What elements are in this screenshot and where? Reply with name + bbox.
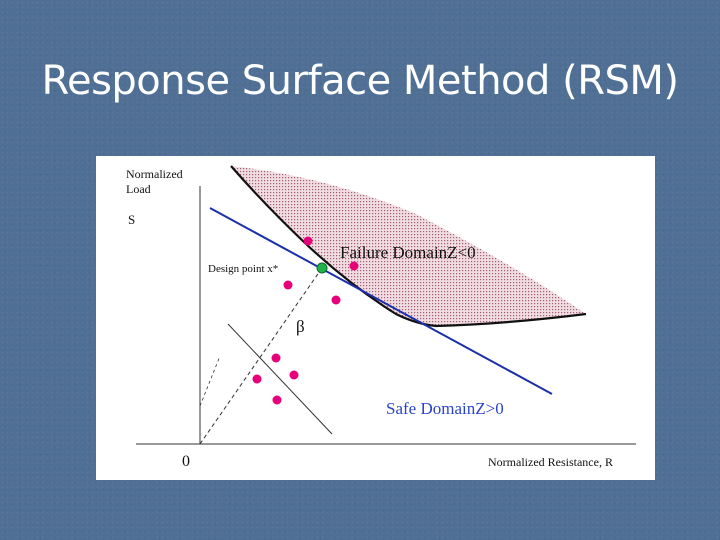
failure-domain-label: Failure DomainZ<0	[340, 243, 476, 262]
limit-state-line	[209, 207, 553, 395]
sample-point	[349, 261, 359, 271]
rsm-diagram-svg: Normalized Load S Design point x* Failur…	[126, 165, 636, 470]
sample-point	[303, 236, 313, 246]
y-axis-label-line2: Load	[126, 182, 151, 196]
beta-line	[199, 267, 323, 445]
beta-label: β	[296, 317, 305, 336]
sample-point	[331, 295, 341, 305]
design-point-label: Design point x*	[208, 263, 278, 275]
sample-point	[272, 395, 282, 405]
sample-point	[283, 280, 293, 290]
design-point-marker	[316, 262, 328, 274]
failure-region	[231, 166, 586, 326]
y-axis-label-line1: Normalized	[126, 167, 183, 181]
dash-aux	[199, 355, 221, 407]
slide-title: Response Surface Method (RSM)	[41, 58, 679, 104]
y-axis-symbol: S	[128, 212, 135, 227]
rsm-diagram: Normalized Load S Design point x* Failur…	[96, 156, 655, 480]
perpendicular-line	[227, 323, 333, 435]
origin-label: 0	[182, 453, 190, 470]
sample-point	[271, 353, 281, 363]
sample-point	[252, 374, 262, 384]
x-axis-label: Normalized Resistance, R	[488, 455, 613, 469]
limit-state-curve	[230, 165, 587, 328]
sample-point	[289, 370, 299, 380]
safe-domain-label: Safe DomainZ>0	[386, 399, 504, 418]
